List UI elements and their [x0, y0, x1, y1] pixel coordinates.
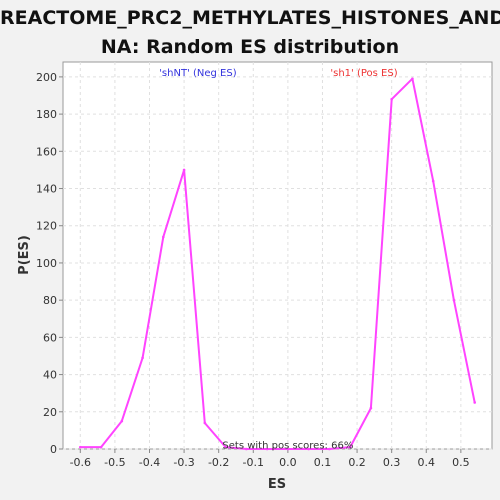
- data-point: [120, 419, 124, 423]
- y-tick-label: 200: [36, 71, 57, 84]
- y-tick-label: 100: [36, 257, 57, 270]
- x-tick-label: -0.6: [70, 456, 91, 469]
- x-tick-label: 0.3: [383, 456, 401, 469]
- series-line: [80, 77, 476, 450]
- data-point: [390, 97, 393, 101]
- x-tick-label: -0.4: [139, 456, 160, 469]
- data-point: [141, 356, 144, 360]
- y-tick-label: 0: [50, 443, 57, 456]
- x-axis-label: ES: [268, 477, 286, 492]
- data-point: [348, 445, 352, 449]
- x-tick-label: -0.1: [243, 456, 264, 469]
- x-axis-ticks: -0.6 -0.5 -0.4 -0.3 -0.2 -0.1 0.0 0.1 0.2 0.3 0.4 0…: [70, 449, 470, 469]
- data-point: [328, 447, 331, 451]
- y-tick-label: 160: [36, 145, 57, 158]
- data-point: [182, 168, 186, 172]
- chart-annotation: Sets with pos scores: 66%: [222, 440, 353, 451]
- chart-title: REACTOME_PRC2_METHYLATES_HISTONES_AND_D …: [0, 7, 500, 58]
- data-point: [411, 77, 414, 81]
- plot-area: [62, 61, 493, 450]
- data-point: [307, 447, 310, 451]
- data-point: [473, 401, 477, 404]
- x-tick-label: 0.5: [452, 456, 470, 469]
- data-point: [99, 445, 103, 449]
- chart-annotation: 'sh1' (Pos ES): [330, 68, 397, 79]
- x-tick-label: 0.2: [348, 456, 366, 469]
- data-point: [78, 445, 82, 449]
- data-point: [265, 447, 269, 451]
- data-point: [245, 447, 248, 451]
- x-tick-label: -0.3: [173, 456, 194, 469]
- data-point: [431, 179, 435, 183]
- y-tick-label: 180: [36, 108, 57, 121]
- y-tick-label: 140: [36, 183, 57, 196]
- data-point: [203, 421, 207, 425]
- data-point: [224, 445, 227, 449]
- x-tick-label: -0.5: [104, 456, 125, 469]
- annotations-layer: 'shNT' (Neg ES) 'sh1' (Pos ES) Sets with p…: [159, 68, 398, 451]
- series-layer: [78, 77, 477, 451]
- data-point: [369, 406, 373, 410]
- x-tick-label: 0.1: [314, 456, 332, 469]
- x-tick-label: 0.4: [418, 456, 436, 469]
- y-tick-label: 40: [43, 369, 57, 382]
- x-tick-label: -0.2: [208, 456, 229, 469]
- data-point: [162, 235, 165, 239]
- x-tick-label: 0.0: [279, 456, 297, 469]
- y-axis-ticks: 0 20 40 60 80 100 120 140 160 180 200: [36, 71, 63, 456]
- y-tick-label: 60: [43, 331, 57, 344]
- grid-lines: [63, 62, 492, 450]
- y-axis-label: P(ES): [17, 235, 32, 275]
- data-point: [286, 447, 290, 451]
- chart-annotation: 'shNT' (Neg ES): [159, 68, 237, 79]
- data-point: [452, 298, 456, 302]
- y-tick-label: 20: [43, 406, 57, 419]
- y-tick-label: 120: [36, 220, 57, 233]
- y-tick-label: 80: [43, 294, 57, 307]
